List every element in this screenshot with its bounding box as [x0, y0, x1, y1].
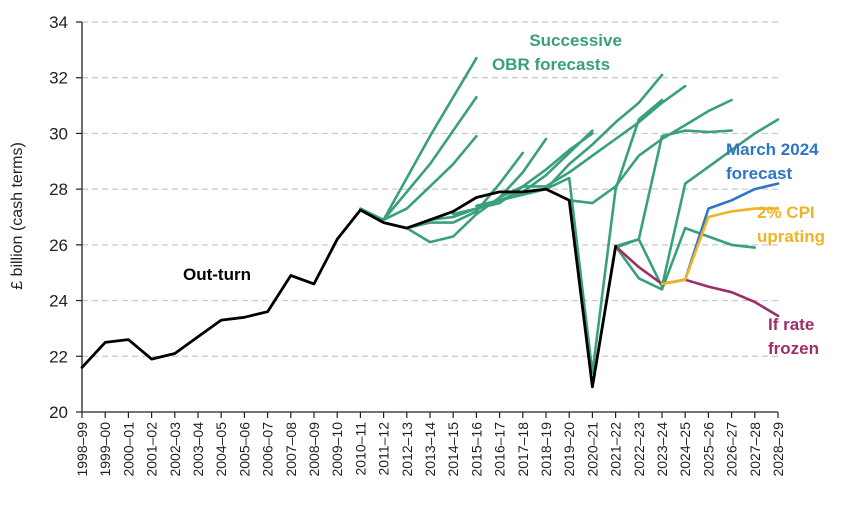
frozen-label-line-2: frozen [768, 339, 819, 358]
march2024-label-line-1: March 2024 [726, 140, 819, 159]
x-tick-label: 2024–25 [677, 422, 693, 477]
y-tick-label: 32 [49, 69, 68, 88]
x-tick-label: 1998–99 [74, 422, 90, 477]
obr-forecast-line-9 [498, 84, 687, 199]
cpi-label: 2% CPI uprating [757, 203, 825, 246]
obr-forecast-line-14 [614, 226, 757, 291]
x-tick-label: 2028–29 [770, 422, 786, 477]
x-tick-label: 2007–08 [283, 422, 299, 477]
x-tick-label: 2006–07 [260, 422, 276, 477]
x-tick-label: 2012–13 [399, 422, 415, 477]
y-axis-title: £ billion (cash terms) [9, 142, 26, 290]
x-tick-label: 2025–26 [700, 422, 716, 477]
axes [76, 21, 779, 418]
obr-forecast-line-6 [428, 129, 594, 222]
y-tick-label: 34 [49, 13, 68, 32]
y-tick-label: 26 [49, 236, 68, 255]
x-tick-label: 2017–18 [515, 422, 531, 477]
x-tick-label: 2002–03 [167, 422, 183, 477]
x-tick-label: 1999–00 [97, 422, 113, 477]
frozen-label-line-1: If rate [768, 315, 814, 334]
x-tick-label: 2003–04 [190, 422, 206, 477]
frozen-label: If rate frozen [768, 315, 819, 358]
obr-forecast-line-2 [382, 95, 478, 222]
x-tick-label: 2000–01 [120, 422, 136, 477]
x-tick-label: 2011–12 [376, 422, 392, 476]
x-tick-label: 2020–21 [584, 422, 600, 477]
obr-forecast-line-5 [405, 137, 548, 244]
outturn-line [80, 187, 617, 389]
x-tick-label: 2026–27 [724, 422, 740, 477]
y-axis-ticks: 20 22 24 26 28 30 32 34 [49, 13, 68, 422]
x-tick-label: 2001–02 [144, 422, 160, 477]
cpi-uprating-line [660, 207, 780, 286]
y-tick-label: 30 [49, 124, 68, 143]
rate-frozen-line [614, 245, 780, 318]
x-tick-label: 2015–16 [468, 422, 484, 477]
x-tick-label: 2016–17 [492, 422, 508, 477]
x-tick-label: 2005–06 [236, 422, 252, 477]
x-tick-label: 2019–20 [561, 422, 577, 477]
y-tick-label: 24 [49, 292, 68, 311]
x-tick-label: 2023–24 [654, 422, 670, 477]
y-tick-label: 22 [49, 347, 68, 366]
x-tick-label: 2013–14 [422, 422, 438, 477]
cpi-label-line-2: uprating [757, 227, 825, 246]
obr-forecast-line-11 [567, 98, 733, 205]
x-tick-label: 2004–05 [213, 422, 229, 477]
x-tick-label: 2018–19 [538, 422, 554, 477]
series-lines [80, 56, 780, 389]
y-tick-label: 28 [49, 180, 68, 199]
forecasts-label-line-1: Successive [529, 31, 622, 50]
obr-forecast-line-1 [359, 56, 478, 222]
x-tick-label: 2009–10 [329, 422, 345, 477]
x-tick-label: 2021–22 [608, 422, 624, 477]
obr-forecast-line-8 [475, 73, 664, 208]
forecasts-label: Successive OBR forecasts [492, 31, 627, 74]
march2024-label: March 2024 forecast [726, 140, 823, 183]
y-tick-label: 20 [49, 403, 68, 422]
forecasts-label-line-2: OBR forecasts [492, 55, 610, 74]
gridlines [82, 21, 778, 357]
obr-forecast-line-3 [382, 134, 478, 222]
cpi-label-line-1: 2% CPI [757, 203, 815, 222]
x-tick-label: 2010–11 [352, 422, 368, 476]
obr-forecast-line-13 [614, 118, 780, 288]
march-2024-forecast-line [683, 182, 780, 282]
x-tick-label: 2014–15 [445, 422, 461, 477]
x-tick-label: 2022–23 [631, 422, 647, 477]
march2024-label-line-2: forecast [726, 164, 792, 183]
x-tick-label: 2027–28 [747, 422, 763, 477]
obr-forecast-line-4 [405, 151, 525, 230]
x-axis-ticks: 1998–99 1999–00 2000–01 2001–02 2002–03 2003–… [74, 422, 786, 477]
obr-forecast-line-10 [544, 98, 664, 375]
x-tick-label: 2008–09 [306, 422, 322, 477]
outturn-label: Out-turn [183, 265, 251, 284]
